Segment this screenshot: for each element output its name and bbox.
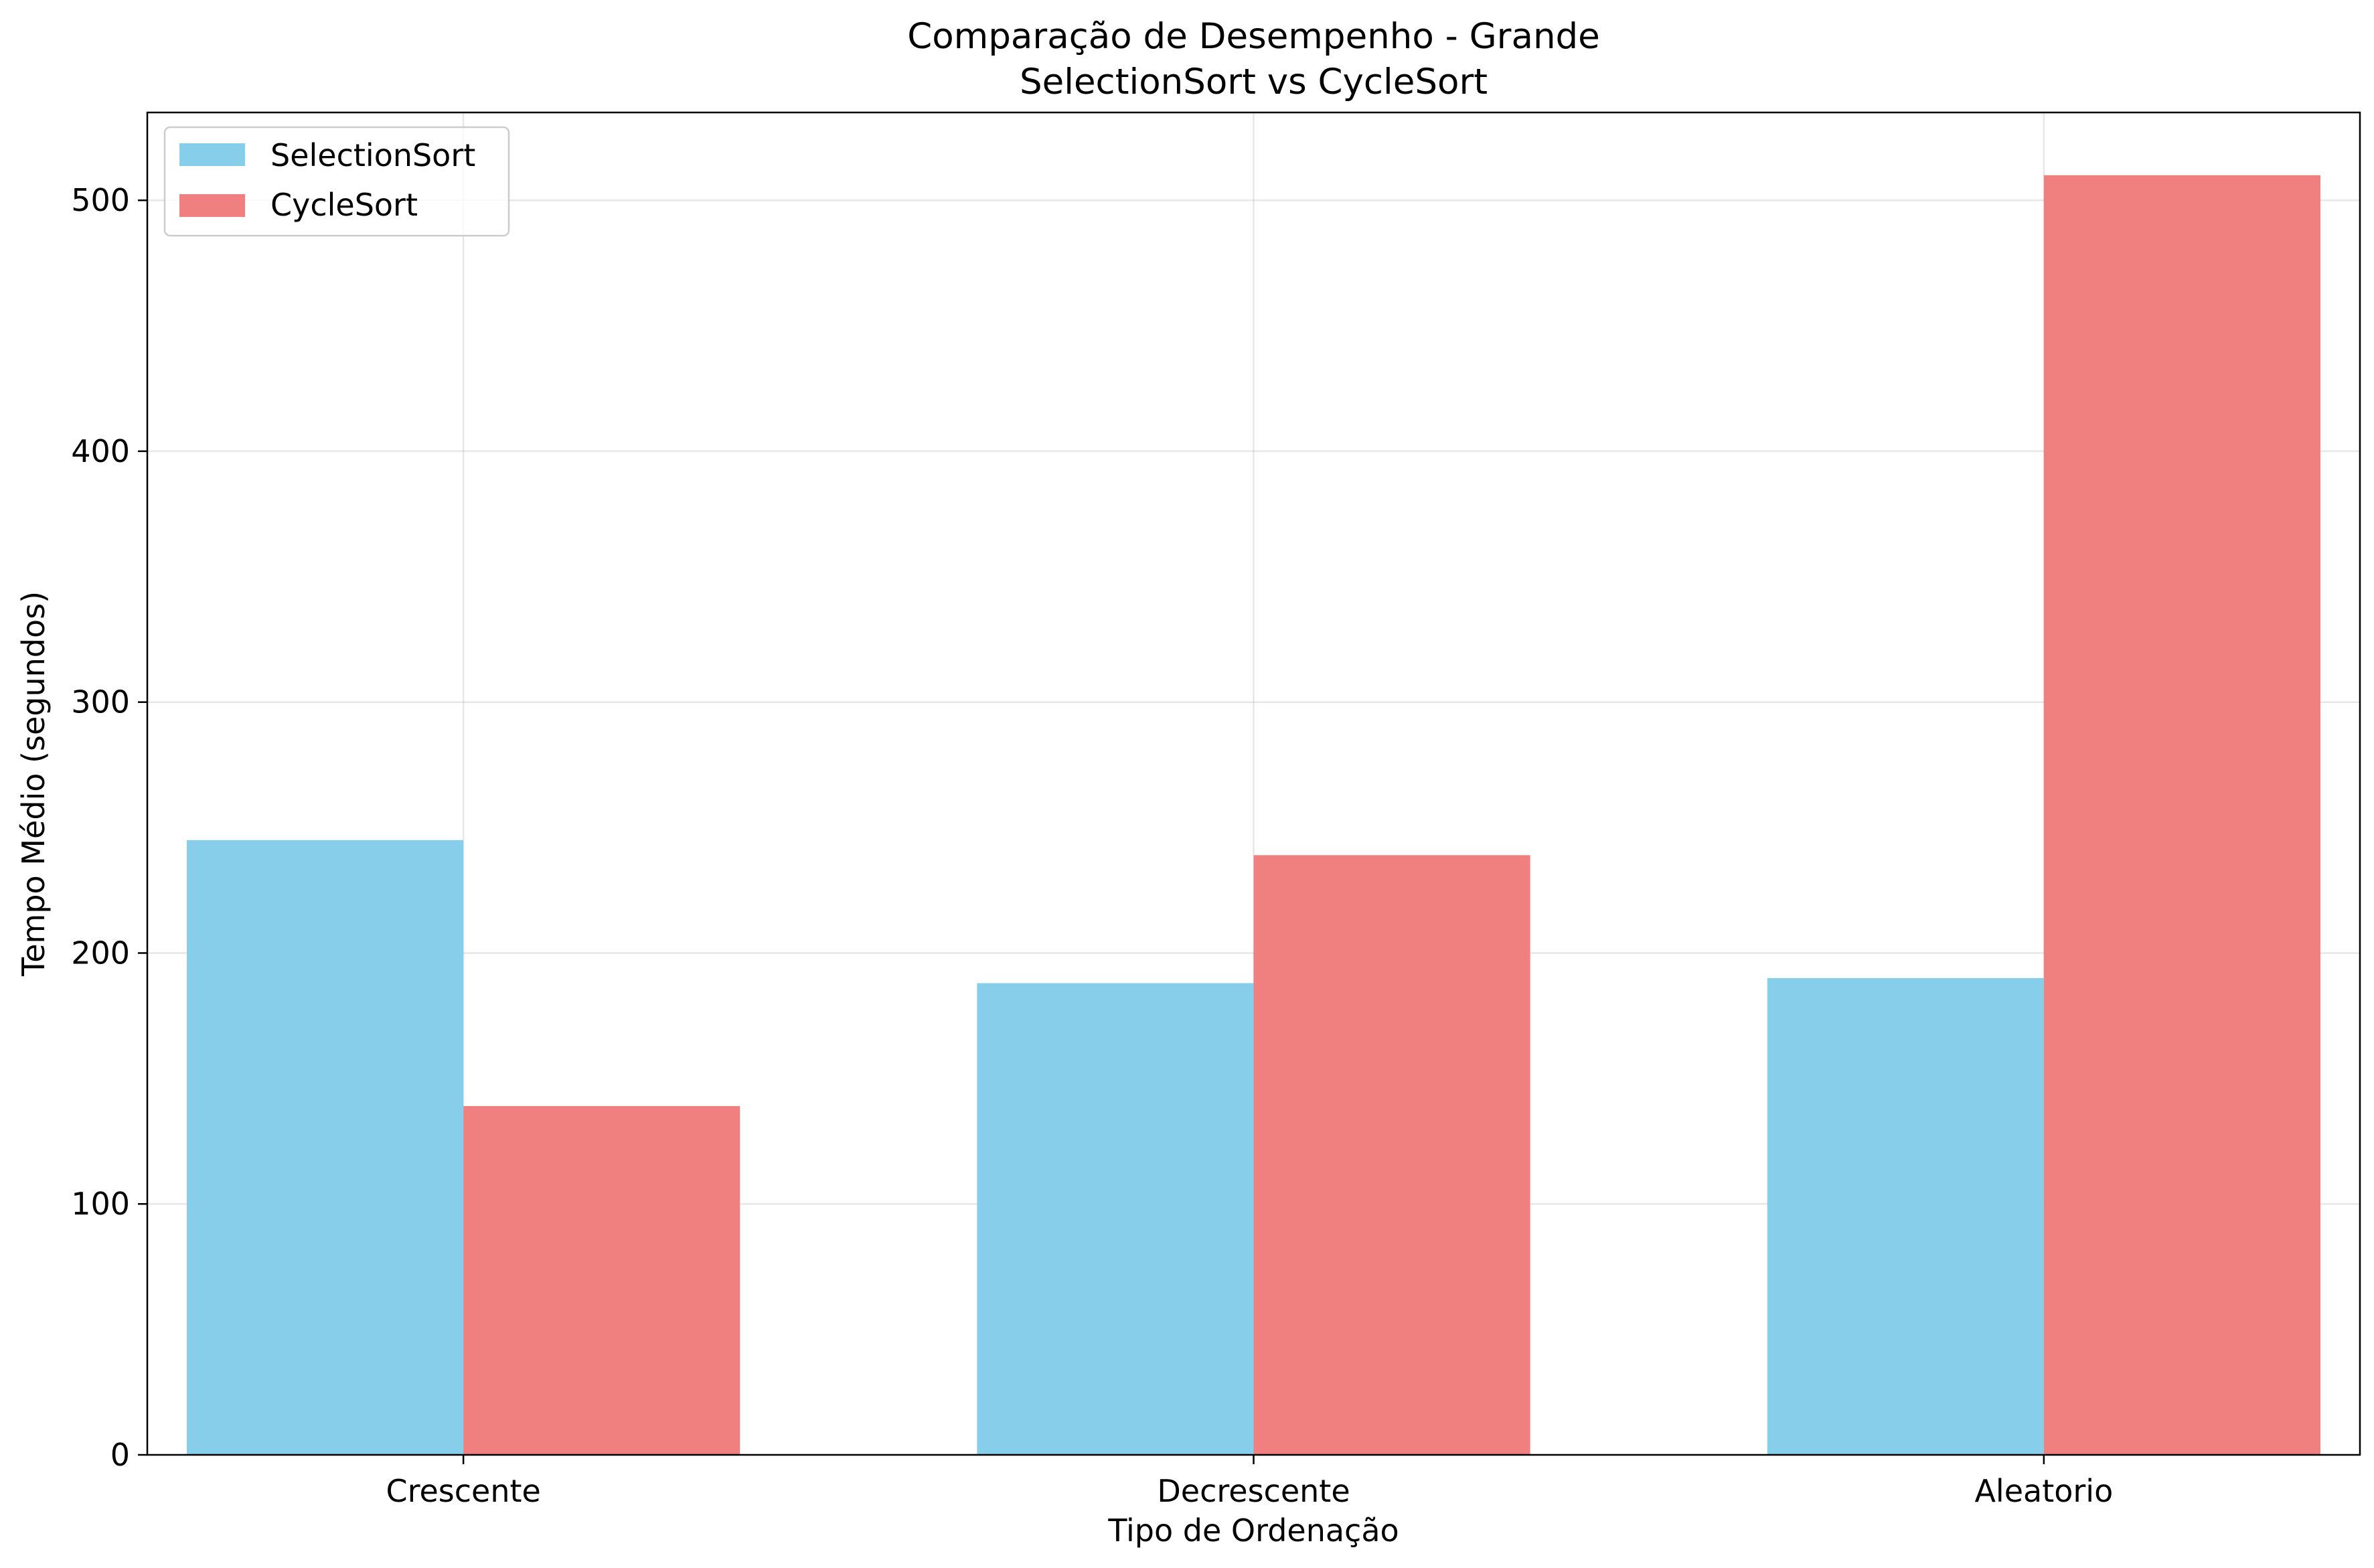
x-tick-label: Decrescente [1157, 1473, 1350, 1509]
y-tick-label: 200 [71, 935, 130, 971]
bar-cyclesort [2043, 175, 2320, 1455]
legend-swatch-selectionsort [179, 143, 245, 166]
bar-cyclesort [1253, 855, 1530, 1455]
plot-area-frame [146, 111, 2361, 1456]
y-tick-label: 500 [71, 182, 130, 218]
bar-selectionsort [187, 840, 464, 1455]
y-axis-label: Tempo Médio (segundos) [15, 591, 52, 977]
bar-selectionsort [1767, 977, 2044, 1455]
bar-selectionsort [977, 983, 1254, 1455]
ticks: 0 100 200 300 400 500 Crescente Decrescente Alea… [71, 182, 2113, 1509]
x-tick-label: Crescente [386, 1473, 540, 1509]
y-tick-label: 400 [71, 433, 130, 469]
legend-label-selectionsort: SelectionSort [270, 137, 475, 173]
y-tick-label: 0 [110, 1437, 130, 1473]
legend-swatch-cyclesort [179, 194, 245, 217]
legend-label-cyclesort: CycleSort [270, 187, 418, 223]
x-tick-label: Aleatorio [1974, 1473, 2113, 1509]
y-tick-label: 300 [71, 684, 130, 720]
bar-cyclesort [463, 1106, 740, 1455]
chart-subtitle: SelectionSort vs CycleSort [1020, 62, 1488, 102]
legend: SelectionSort CycleSort [163, 126, 510, 237]
bars [187, 175, 2320, 1455]
chart-title: Comparação de Desempenho - Grande [907, 16, 1600, 57]
x-axis-label: Tipo de Ordenação [1107, 1512, 1399, 1549]
legend-box [163, 126, 510, 237]
y-tick-label: 100 [71, 1186, 130, 1222]
